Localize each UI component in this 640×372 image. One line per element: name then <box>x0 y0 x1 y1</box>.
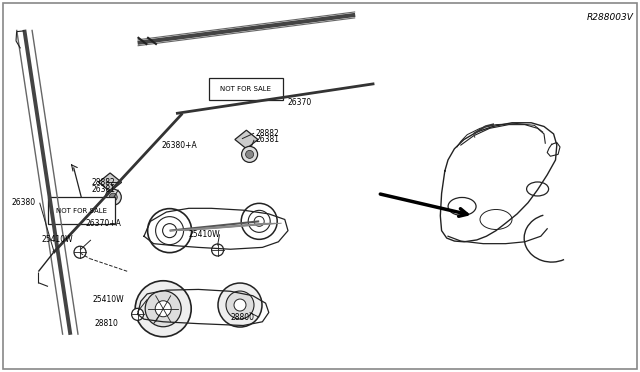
Text: 26381: 26381 <box>92 185 115 194</box>
Circle shape <box>109 193 117 201</box>
Text: 25410W: 25410W <box>189 230 220 239</box>
Text: 26380: 26380 <box>12 198 36 207</box>
Circle shape <box>218 283 262 327</box>
Circle shape <box>132 308 143 320</box>
Circle shape <box>145 291 181 327</box>
Text: NOT FOR SALE: NOT FOR SALE <box>56 208 107 214</box>
Circle shape <box>74 246 86 258</box>
Circle shape <box>246 150 253 158</box>
Text: NOT FOR SALE: NOT FOR SALE <box>220 86 271 92</box>
FancyBboxPatch shape <box>48 197 115 224</box>
Text: 25410W: 25410W <box>93 295 124 304</box>
FancyBboxPatch shape <box>209 78 283 100</box>
Circle shape <box>226 291 254 319</box>
Circle shape <box>163 224 177 238</box>
Text: 25410W: 25410W <box>42 235 73 244</box>
Circle shape <box>135 281 191 337</box>
Circle shape <box>234 299 246 311</box>
Circle shape <box>212 244 223 256</box>
Text: 28800: 28800 <box>230 313 254 322</box>
Text: 28882: 28882 <box>256 129 280 138</box>
Text: 26381: 26381 <box>256 135 280 144</box>
Circle shape <box>105 189 122 205</box>
Circle shape <box>254 217 264 226</box>
Polygon shape <box>99 173 122 192</box>
Polygon shape <box>235 130 258 149</box>
Text: 28810: 28810 <box>95 319 118 328</box>
Text: 26370: 26370 <box>288 98 312 107</box>
Text: 26370+A: 26370+A <box>85 219 121 228</box>
Circle shape <box>155 301 172 317</box>
Text: 26380+A: 26380+A <box>161 141 197 150</box>
Text: 28882: 28882 <box>92 178 115 187</box>
Circle shape <box>242 146 258 163</box>
Text: R288003V: R288003V <box>587 13 634 22</box>
